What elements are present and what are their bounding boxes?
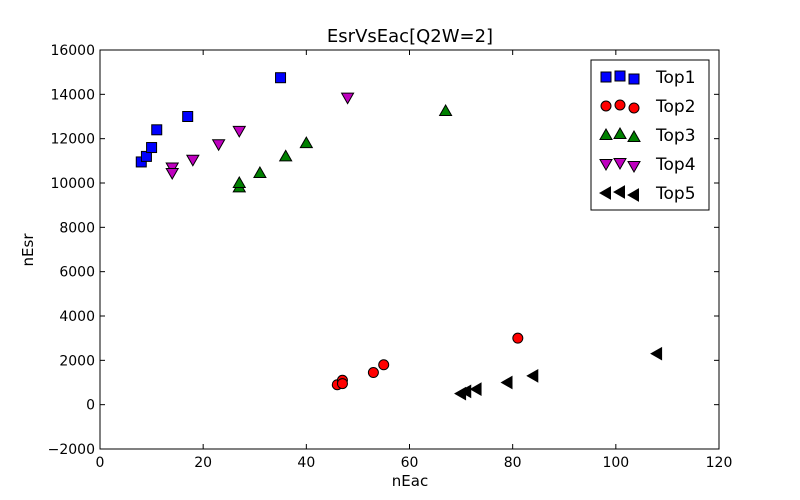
data-point-top3 [253, 166, 267, 179]
legend-marker [614, 99, 626, 111]
legend-label: Top5 [655, 184, 696, 204]
legend-entry-top3: Top3 [599, 126, 696, 146]
y-tick-label: 8000 [59, 220, 95, 236]
legend-label: Top2 [655, 97, 696, 117]
x-axis-label: nEac [392, 472, 428, 490]
legend-marker [600, 100, 612, 112]
legend-entry-top1: Top1 [600, 68, 696, 88]
series-top5 [454, 346, 663, 401]
x-tick-label: 40 [297, 455, 315, 471]
y-tick-label: 0 [86, 398, 95, 414]
data-point-top4 [232, 125, 247, 138]
data-point-top1 [275, 72, 287, 84]
x-tick-label: 80 [504, 455, 522, 471]
legend-label: Top4 [655, 155, 696, 175]
y-tick-label: −2000 [48, 442, 95, 458]
legend-label: Top3 [655, 126, 696, 146]
legend-marker [627, 161, 641, 174]
series-top1 [135, 72, 287, 168]
legend-marker [614, 70, 626, 82]
y-tick-label: 14000 [50, 87, 95, 103]
legend-marker [600, 71, 612, 83]
x-tick-label: 120 [706, 455, 733, 471]
y-tick-label: 12000 [50, 132, 95, 148]
legend-entry-top5: Top5 [598, 184, 696, 204]
data-point-top3 [278, 149, 293, 162]
x-tick-label: 0 [96, 455, 105, 471]
legend-label: Top1 [655, 68, 696, 88]
chart-title: EsrVsEac[Q2W=2] [327, 26, 493, 47]
data-point-top2 [336, 378, 348, 390]
legend-marker [628, 73, 640, 85]
legend-marker [598, 186, 611, 200]
y-axis-label: nEsr [19, 233, 37, 267]
legend: Top1 Top2 Top3 Top4 Top5 [590, 59, 710, 211]
plot-area: 0 20 40 60 80 100 120−200002000400060008000100… [48, 43, 733, 471]
legend-marker [599, 159, 613, 172]
legend-box [590, 59, 710, 211]
x-tick-label: 20 [194, 455, 212, 471]
data-point-top3 [299, 136, 314, 149]
y-tick-label: 4000 [59, 309, 95, 325]
legend-marker [627, 129, 641, 142]
legend-marker [628, 102, 640, 114]
x-tick-label: 60 [401, 455, 419, 471]
data-point-top2 [512, 332, 524, 344]
y-tick-label: 2000 [59, 353, 95, 369]
x-tick-label: 100 [602, 455, 629, 471]
data-point-top5 [526, 368, 539, 383]
data-point-top1 [146, 142, 158, 154]
y-tick-label: 16000 [50, 43, 95, 59]
y-tick-label: 6000 [59, 265, 95, 281]
data-point-top4 [165, 168, 180, 181]
data-point-top1 [182, 111, 194, 122]
data-point-top3 [438, 103, 453, 116]
data-point-top4 [185, 154, 200, 167]
data-point-top4 [211, 139, 226, 152]
legend-marker [626, 188, 639, 202]
data-point-top2 [378, 359, 390, 371]
data-point-top5 [459, 384, 472, 399]
legend-marker [613, 158, 627, 171]
legend-entry-top2: Top2 [600, 97, 696, 117]
data-point-top2 [367, 367, 379, 379]
data-point-top5 [469, 382, 482, 397]
data-point-top1 [151, 124, 163, 136]
series-top3 [232, 103, 453, 193]
series-top4 [165, 92, 355, 181]
data-point-top3 [232, 175, 247, 188]
legend-entry-top4: Top4 [599, 155, 696, 175]
legend-marker [612, 185, 625, 199]
data-point-top5 [650, 346, 663, 361]
legend-marker [613, 126, 627, 139]
series-top2 [331, 332, 524, 391]
data-point-top5 [500, 375, 513, 390]
y-tick-label: 10000 [50, 176, 95, 192]
legend-marker [599, 127, 613, 140]
data-point-top4 [340, 92, 355, 105]
